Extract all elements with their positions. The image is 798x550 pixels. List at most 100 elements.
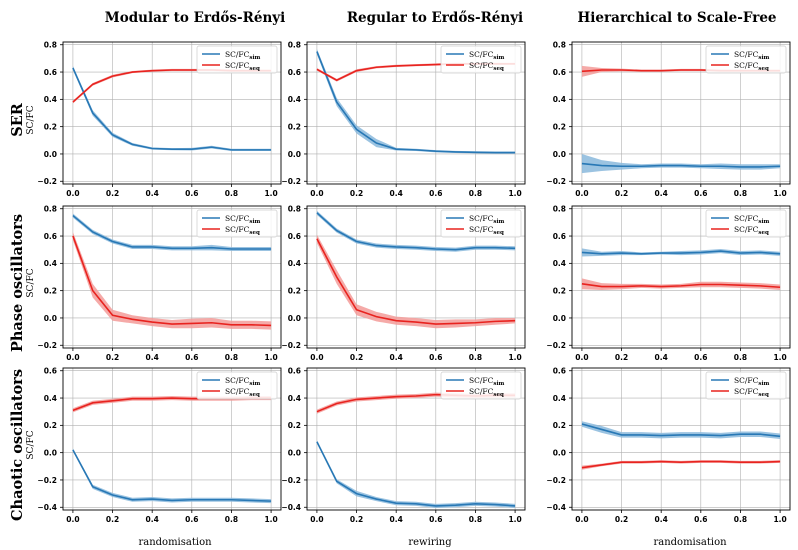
plot-frame bbox=[306, 367, 526, 511]
x-tick-label: 1.0 bbox=[264, 353, 277, 362]
legend-seq-label: SC/FCseq bbox=[225, 61, 260, 72]
seq-series-line bbox=[581, 460, 781, 469]
legend-sim-label: SC/FCsim bbox=[734, 50, 770, 61]
panel-r1-c0: 0.0 0.2 0.4 0.6 0.8 1.0 −0.2 0.0 0.2 0.4 0.6 0.8 SC/… bbox=[37, 205, 282, 362]
y-tick-label: −0.2 bbox=[37, 476, 57, 485]
x-tick-label: 0.0 bbox=[310, 353, 323, 362]
x-tick-label: 0.8 bbox=[225, 515, 238, 524]
y-tick-label: 0.4 bbox=[44, 259, 57, 268]
y-tick-label: 0.2 bbox=[44, 421, 57, 430]
legend-sim-label: SC/FCsim bbox=[734, 376, 770, 387]
x-tick-label: 0.0 bbox=[66, 515, 79, 524]
y-tick-label: 0.8 bbox=[553, 41, 566, 50]
legend-sim-subscript: sim bbox=[249, 219, 260, 225]
plot-frame bbox=[62, 41, 282, 185]
y-tick-label: −0.4 bbox=[37, 503, 57, 512]
sim-error-band bbox=[316, 210, 516, 252]
legend-sim-subscript: sim bbox=[758, 55, 769, 61]
column-title-0: Modular to Erdős-Rényi bbox=[105, 10, 285, 26]
x-axis-label-1: rewiring bbox=[408, 537, 452, 548]
x-tick-label: 0.6 bbox=[429, 353, 442, 362]
x-tick-label: 0.4 bbox=[146, 353, 159, 362]
y-tick-label: 0.4 bbox=[288, 95, 301, 104]
row-title-0: SER bbox=[9, 102, 26, 137]
x-tick-label: 0.4 bbox=[655, 353, 668, 362]
x-tick-label: 0.2 bbox=[615, 353, 628, 362]
column-title-2: Hierarchical to Scale-Free bbox=[577, 10, 776, 26]
x-tick-label: 0.8 bbox=[225, 353, 238, 362]
legend-seq-subscript: seq bbox=[758, 392, 769, 398]
legend-sim-subscript: sim bbox=[493, 219, 504, 225]
sim-series-line bbox=[316, 212, 516, 251]
sim-error-band bbox=[581, 153, 781, 174]
x-tick-label: 0.6 bbox=[185, 189, 198, 198]
x-tick-label: 0.6 bbox=[185, 353, 198, 362]
y-tick-label: 0.2 bbox=[553, 286, 566, 295]
seq-error-band bbox=[72, 68, 272, 104]
x-tick-label: 1.0 bbox=[264, 515, 277, 524]
y-tick-label: 0.2 bbox=[553, 122, 566, 131]
x-tick-label: 0.8 bbox=[469, 515, 482, 524]
y-tick-label: −0.4 bbox=[546, 503, 566, 512]
legend-box bbox=[440, 371, 522, 400]
x-tick-label: 1.0 bbox=[773, 189, 786, 198]
y-tick-label: 0.4 bbox=[553, 95, 566, 104]
y-tick-label: 0.4 bbox=[44, 95, 57, 104]
x-tick-label: 0.2 bbox=[615, 189, 628, 198]
panel-r0-c0: 0.0 0.2 0.4 0.6 0.8 1.0 −0.2 0.0 0.2 0.4 0.6 0.8 SC/… bbox=[37, 41, 282, 198]
plot-frame bbox=[306, 205, 526, 349]
x-tick-label: 0.0 bbox=[310, 515, 323, 524]
seq-series-line bbox=[316, 238, 516, 325]
x-tick-label: 1.0 bbox=[264, 189, 277, 198]
x-tick-label: 0.4 bbox=[655, 189, 668, 198]
y-tick-label: 0.8 bbox=[288, 41, 301, 50]
legend-sim-subscript: sim bbox=[493, 381, 504, 387]
x-tick-label: 0.8 bbox=[734, 189, 747, 198]
x-tick-label: 0.6 bbox=[694, 515, 707, 524]
x-tick-label: 0.8 bbox=[734, 353, 747, 362]
sim-error-band bbox=[72, 448, 272, 504]
row-title-2: Chaotic oscillators bbox=[9, 369, 26, 521]
y-tick-label: 0.4 bbox=[553, 259, 566, 268]
sim-series-line bbox=[581, 423, 781, 438]
x-tick-label: 0.8 bbox=[469, 189, 482, 198]
y-tick-label: 0.2 bbox=[553, 421, 566, 430]
plot-frame bbox=[306, 41, 526, 185]
sim-error-band bbox=[72, 213, 272, 252]
panel-r0-c1: 0.0 0.2 0.4 0.6 0.8 1.0 −0.2 0.0 0.2 0.4 0.6 0.8 SC/… bbox=[281, 41, 526, 198]
y-tick-label: 0.0 bbox=[553, 448, 566, 457]
legend-seq-subscript: seq bbox=[758, 230, 769, 236]
sim-series-line bbox=[581, 162, 781, 168]
x-tick-label: 0.2 bbox=[106, 353, 119, 362]
x-tick-label: 0.0 bbox=[575, 515, 588, 524]
row-title-1: Phase oscillators bbox=[9, 214, 26, 352]
y-tick-label: 0.0 bbox=[44, 314, 57, 323]
x-tick-label: 0.6 bbox=[429, 189, 442, 198]
legend-seq-label: SC/FCseq bbox=[734, 387, 769, 398]
y-tick-label: 0.2 bbox=[288, 421, 301, 430]
seq-series-line bbox=[581, 283, 781, 289]
seq-error-band bbox=[316, 392, 516, 414]
x-tick-label: 0.4 bbox=[146, 189, 159, 198]
legend-seq-label: SC/FCseq bbox=[225, 387, 260, 398]
y-tick-label: 0.8 bbox=[288, 205, 301, 214]
legend-sim-label: SC/FCsim bbox=[734, 214, 770, 225]
y-tick-label: 0.0 bbox=[288, 314, 301, 323]
sim-series-line bbox=[316, 51, 516, 154]
x-tick-label: 0.0 bbox=[66, 189, 79, 198]
sim-series-line bbox=[316, 441, 516, 507]
legend-box bbox=[705, 45, 787, 74]
y-tick-label: 0.0 bbox=[44, 448, 57, 457]
panel-r2-c2: 0.0 0.2 0.4 0.6 0.8 1.0 −0.4 −0.2 0.0 0.2 0.4 0.6 SC… bbox=[546, 367, 791, 524]
x-tick-label: 0.2 bbox=[615, 515, 628, 524]
y-tick-label: 0.0 bbox=[553, 314, 566, 323]
row-subtitle-0: SC/FC bbox=[26, 105, 36, 134]
y-tick-label: 0.6 bbox=[44, 367, 57, 376]
y-tick-label: 0.8 bbox=[44, 41, 57, 50]
y-tick-label: −0.2 bbox=[546, 476, 566, 485]
y-tick-label: 0.2 bbox=[288, 286, 301, 295]
legend-seq-subscript: seq bbox=[249, 230, 260, 236]
legend-seq-subscript: seq bbox=[249, 392, 260, 398]
x-tick-label: 0.2 bbox=[106, 515, 119, 524]
legend-sim-label: SC/FCsim bbox=[469, 376, 505, 387]
